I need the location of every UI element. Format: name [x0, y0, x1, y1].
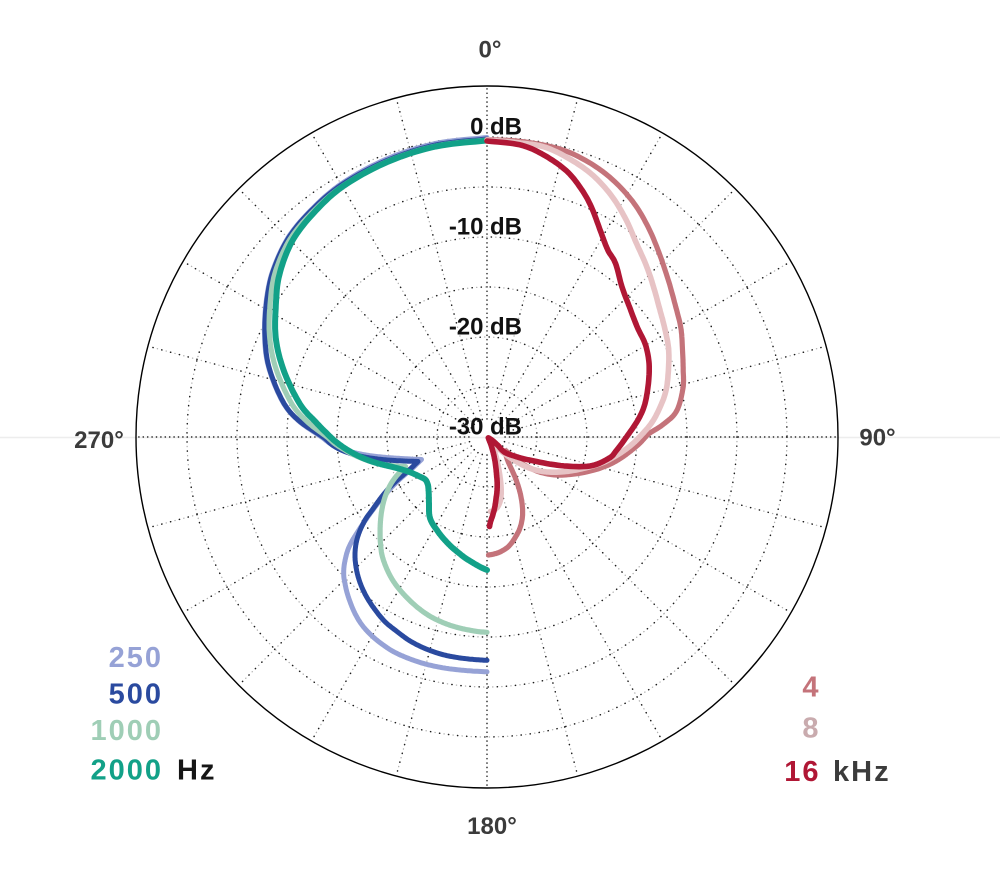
svg-text:dB: dB	[490, 114, 522, 141]
svg-text:180°: 180°	[467, 813, 517, 840]
svg-text:kHz: kHz	[833, 756, 891, 788]
svg-text:4: 4	[802, 672, 820, 704]
svg-text:0: 0	[470, 114, 483, 141]
svg-text:-30: -30	[449, 414, 484, 441]
svg-text:270°: 270°	[74, 427, 124, 454]
svg-text:-10: -10	[449, 214, 484, 241]
svg-text:250: 250	[109, 642, 163, 674]
svg-text:dB: dB	[490, 214, 522, 241]
svg-text:1000: 1000	[90, 715, 163, 747]
svg-text:dB: dB	[490, 414, 522, 441]
svg-text:8: 8	[802, 713, 820, 745]
svg-text:-20: -20	[449, 314, 484, 341]
svg-text:2000: 2000	[90, 755, 163, 787]
svg-text:dB: dB	[490, 314, 522, 341]
svg-text:Hz: Hz	[177, 755, 216, 787]
svg-text:500: 500	[109, 678, 163, 710]
svg-text:16: 16	[784, 756, 820, 788]
svg-text:90°: 90°	[859, 425, 895, 452]
svg-text:0°: 0°	[479, 37, 502, 64]
